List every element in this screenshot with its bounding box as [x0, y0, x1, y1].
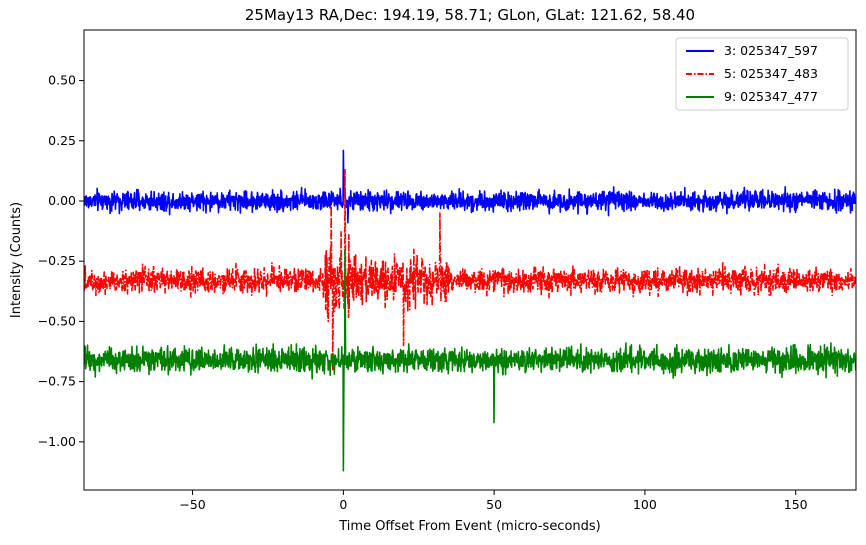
y-tick-label: 0.25	[48, 133, 76, 148]
chart-title: 25May13 RA,Dec: 194.19, 58.71; GLon, GLa…	[245, 6, 695, 24]
x-tick-label: 0	[339, 497, 347, 512]
legend: 3: 025347_597 5: 025347_483 9: 025347_47…	[675, 37, 849, 111]
y-tick-label: 0.50	[48, 73, 76, 88]
plot-area	[83, 29, 857, 491]
y-tick-label: −0.25	[38, 253, 76, 268]
x-axis: −50 0 50 100 150	[179, 490, 808, 512]
legend-label-series-3: 9: 025347_477	[724, 89, 818, 104]
y-tick-label: −0.50	[38, 313, 76, 328]
y-tick-label: 0.00	[48, 193, 76, 208]
x-tick-label: −50	[179, 497, 205, 512]
legend-label-series-1: 3: 025347_597	[724, 43, 818, 58]
legend-label-series-2: 5: 025347_483	[724, 66, 818, 81]
x-axis-label: Time Offset From Event (micro-seconds)	[338, 519, 601, 534]
x-tick-label: 150	[784, 497, 808, 512]
y-axis: 0.50 0.25 0.00 −0.25 −0.50 −0.75 −1.00	[38, 73, 84, 449]
series-line-1	[84, 149, 856, 224]
series-line-3	[84, 248, 856, 472]
x-tick-label: 100	[633, 497, 657, 512]
y-tick-label: −0.75	[38, 374, 76, 389]
series-group	[84, 149, 856, 472]
plot-frame	[83, 29, 857, 491]
x-tick-label: 50	[486, 497, 502, 512]
series-line-2	[84, 168, 856, 371]
legend-box	[675, 37, 849, 111]
y-axis-label: Intensity (Counts)	[9, 202, 24, 318]
y-tick-label: −1.00	[38, 434, 76, 449]
